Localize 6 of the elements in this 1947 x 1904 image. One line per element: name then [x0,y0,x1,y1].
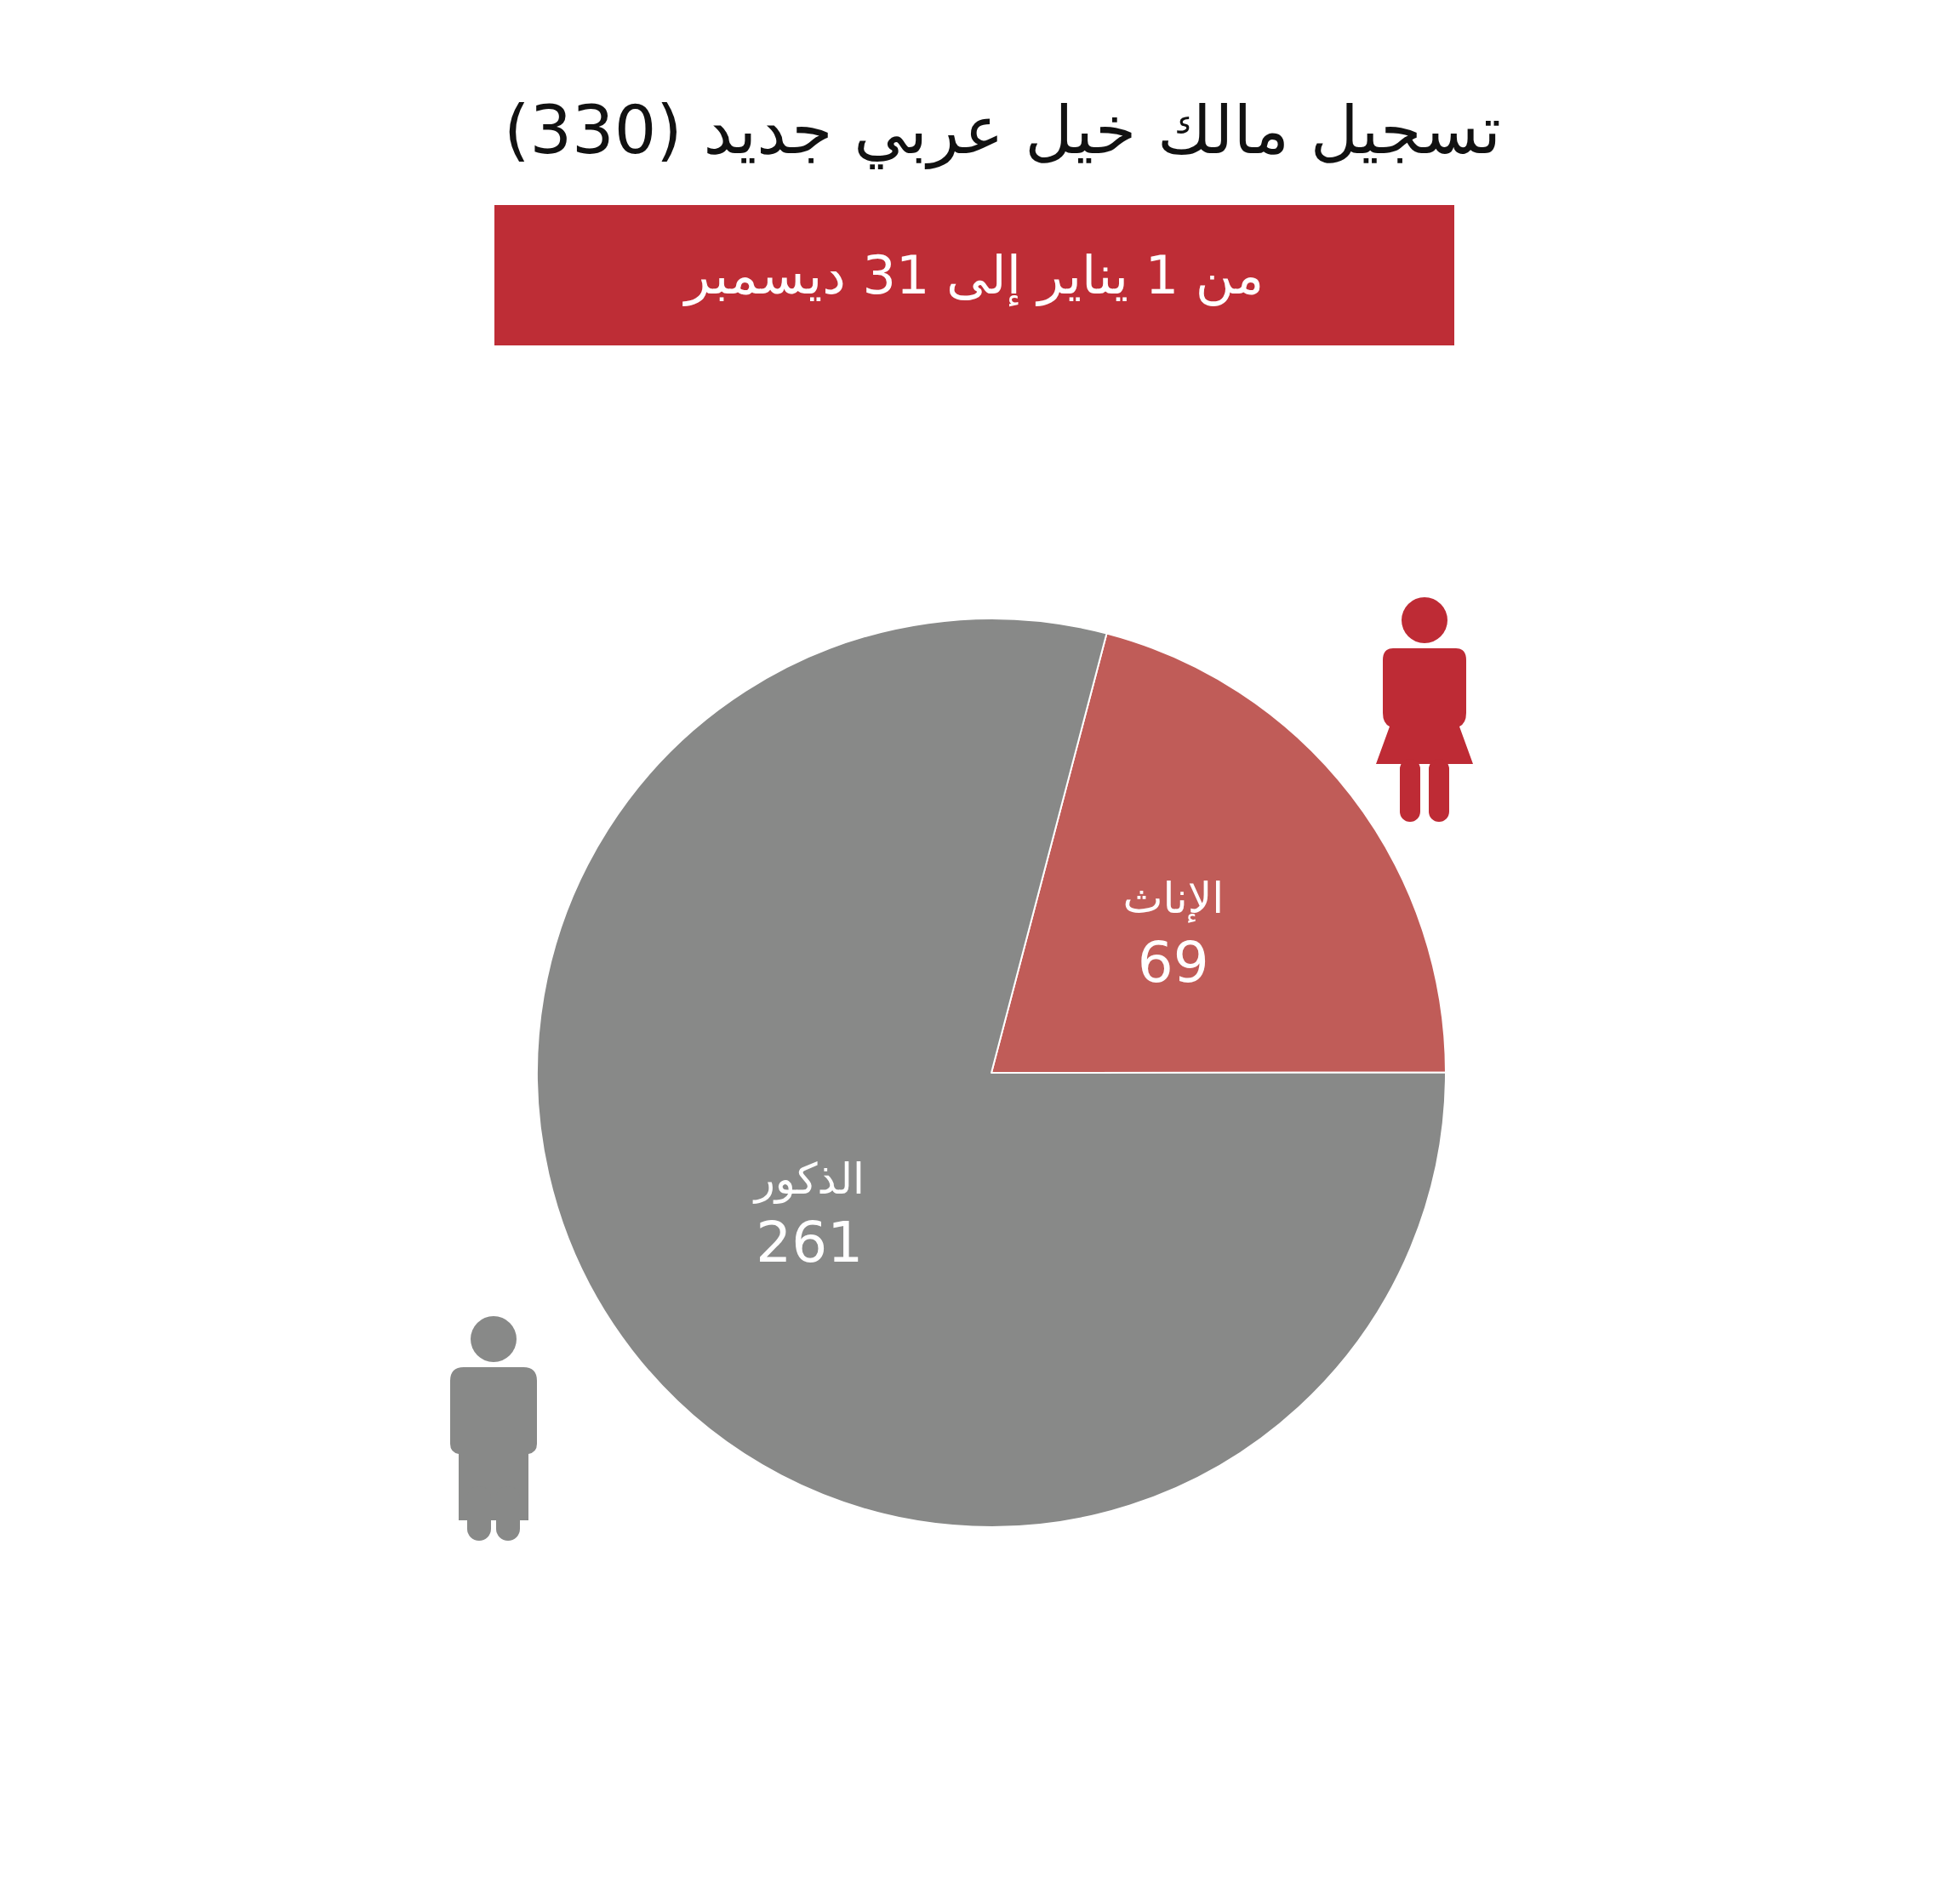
slice-label: الإناث [1122,874,1225,924]
data-label: 69 [1137,929,1209,995]
chart-title: تسجيل مالك خيل عربي جديد (330) [503,92,1502,168]
chart-subtitle: من 1 يناير إلى 31 ديسمبر [494,205,1454,345]
slice-label: الذكور [751,1154,865,1204]
data-label: 261 [756,1210,864,1276]
